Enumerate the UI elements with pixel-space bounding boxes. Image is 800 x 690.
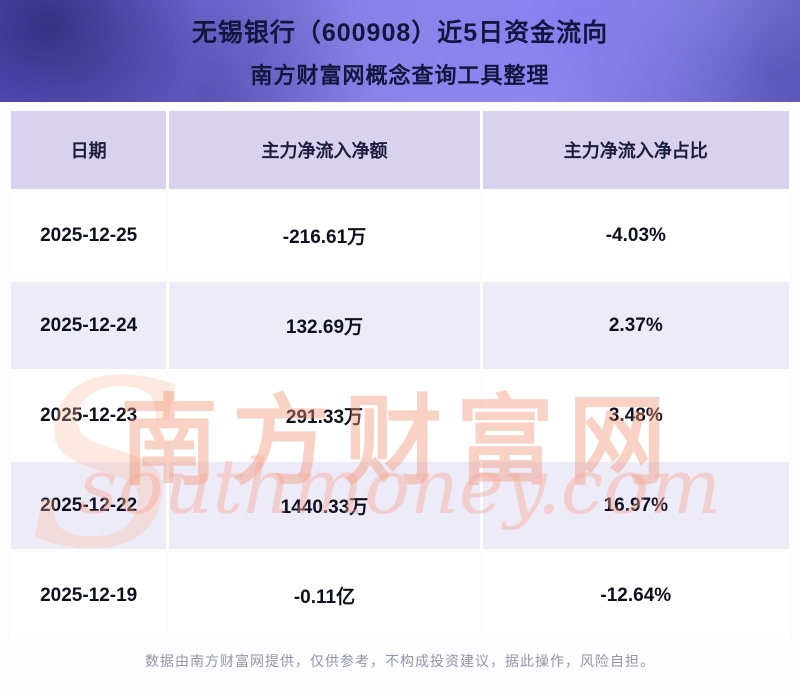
- column-header-date: 日期: [11, 111, 167, 189]
- cell-date: 2025-12-22: [11, 462, 167, 549]
- column-header-net-inflow-ratio: 主力净流入净占比: [482, 111, 789, 189]
- cell-date: 2025-12-19: [11, 552, 167, 639]
- disclaimer-text: 数据由南方财富网提供，仅供参考，不构成投资建议，据此操作，风险自担。: [145, 653, 655, 669]
- cell-net-inflow: -0.11亿: [169, 552, 480, 639]
- table-row: 2025-12-23 291.33万 3.48%: [11, 372, 789, 459]
- page-subtitle: 南方财富网概念查询工具整理: [250, 62, 550, 88]
- column-header-net-inflow: 主力净流入净额: [169, 111, 480, 189]
- cell-net-inflow-ratio: 16.97%: [482, 462, 789, 549]
- table-container: 日期 主力净流入净额 主力净流入净占比 2025-12-25 -216.61万 …: [8, 108, 792, 642]
- table-row: 2025-12-19 -0.11亿 -12.64%: [11, 552, 789, 639]
- cell-date: 2025-12-24: [11, 282, 167, 369]
- cell-net-inflow-ratio: -12.64%: [482, 552, 789, 639]
- capital-flow-table: 日期 主力净流入净额 主力净流入净占比 2025-12-25 -216.61万 …: [8, 108, 792, 642]
- cell-net-inflow-ratio: -4.03%: [482, 192, 789, 279]
- table-row: 2025-12-24 132.69万 2.37%: [11, 282, 789, 369]
- cell-date: 2025-12-23: [11, 372, 167, 459]
- cell-net-inflow: 132.69万: [169, 282, 480, 369]
- cell-date: 2025-12-25: [11, 192, 167, 279]
- cell-net-inflow: 291.33万: [169, 372, 480, 459]
- table-row: 2025-12-25 -216.61万 -4.03%: [11, 192, 789, 279]
- cell-net-inflow: -216.61万: [169, 192, 480, 279]
- cell-net-inflow-ratio: 3.48%: [482, 372, 789, 459]
- table-row: 2025-12-22 1440.33万 16.97%: [11, 462, 789, 549]
- cell-net-inflow: 1440.33万: [169, 462, 480, 549]
- table-header-row: 日期 主力净流入净额 主力净流入净占比: [11, 111, 789, 189]
- cell-net-inflow-ratio: 2.37%: [482, 282, 789, 369]
- page-title: 无锡银行（600908）近5日资金流向: [191, 18, 609, 47]
- header-banner: 无锡银行（600908）近5日资金流向 南方财富网概念查询工具整理: [0, 0, 800, 102]
